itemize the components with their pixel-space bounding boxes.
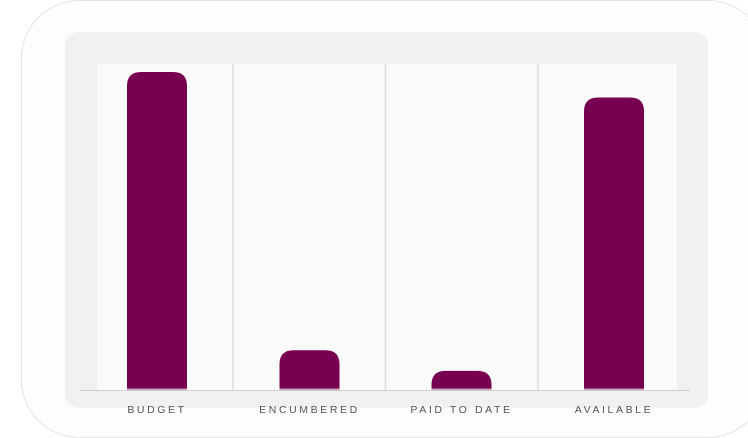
x-tick-label: BUDGET: [127, 404, 186, 416]
bar-base-highlight: [584, 388, 644, 390]
bar-base-highlight: [279, 388, 340, 390]
x-axis-labels: BUDGET ENCUMBERED PAID TO DATE AVAILABLE: [127, 404, 653, 416]
bar-budget: [127, 72, 187, 390]
bar-available: [584, 97, 644, 390]
x-tick-label: AVAILABLE: [575, 404, 653, 416]
bar-encumbered: [279, 350, 340, 390]
bar-base-highlight: [431, 388, 492, 390]
bar-paid-to-date: [431, 370, 492, 390]
plot-area: [97, 64, 677, 390]
x-tick-label: ENCUMBERED: [259, 404, 360, 416]
category-dividers: [232, 64, 539, 390]
bar-base-highlight: [127, 388, 187, 390]
x-tick-label: PAID TO DATE: [410, 404, 512, 416]
bars: [127, 72, 644, 390]
